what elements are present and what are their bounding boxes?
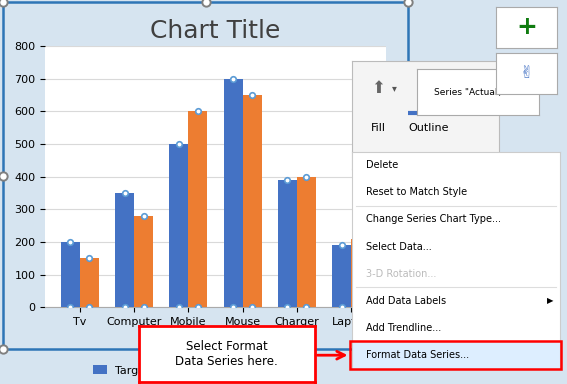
Text: ✌: ✌ [520, 65, 534, 82]
Bar [352, 341, 560, 369]
Text: Format Data Series...: Format Data Series... [366, 350, 469, 360]
Text: Change Series Chart Type...: Change Series Chart Type... [366, 215, 501, 225]
Bar [115, 193, 134, 307]
Text: Add Trendline...: Add Trendline... [366, 323, 441, 333]
Text: ▾: ▾ [392, 83, 397, 93]
Bar [297, 177, 316, 307]
Text: ✏: ✏ [421, 79, 435, 97]
Text: Add Data Labels: Add Data Labels [366, 296, 446, 306]
Bar [332, 245, 351, 307]
Text: ▾: ▾ [442, 83, 447, 93]
Text: Select Data...: Select Data... [366, 242, 432, 252]
Bar [61, 242, 80, 307]
Bar [80, 258, 99, 307]
Bar [278, 180, 297, 307]
Bar [134, 216, 153, 307]
Bar [243, 95, 261, 307]
Text: Select Format
Data Series here.: Select Format Data Series here. [175, 340, 278, 368]
Bar [351, 238, 370, 307]
Text: Delete: Delete [366, 160, 399, 170]
Bar [170, 144, 188, 307]
Bar [188, 111, 208, 307]
Text: Reset to Match Style: Reset to Match Style [366, 187, 467, 197]
Title: Chart Title: Chart Title [150, 19, 281, 43]
Text: +: + [517, 15, 537, 39]
Bar [223, 79, 243, 307]
Text: Fill: Fill [371, 123, 386, 133]
Text: Outline: Outline [408, 123, 448, 133]
Text: ⬆: ⬆ [371, 79, 385, 97]
Text: ▶: ▶ [547, 296, 554, 305]
Legend: Target(sales), Actual(sales): Target(sales), Actual(sales) [89, 361, 308, 380]
Text: Series "Actual(s▾: Series "Actual(s▾ [434, 88, 510, 97]
Text: 3-D Rotation...: 3-D Rotation... [366, 269, 437, 279]
